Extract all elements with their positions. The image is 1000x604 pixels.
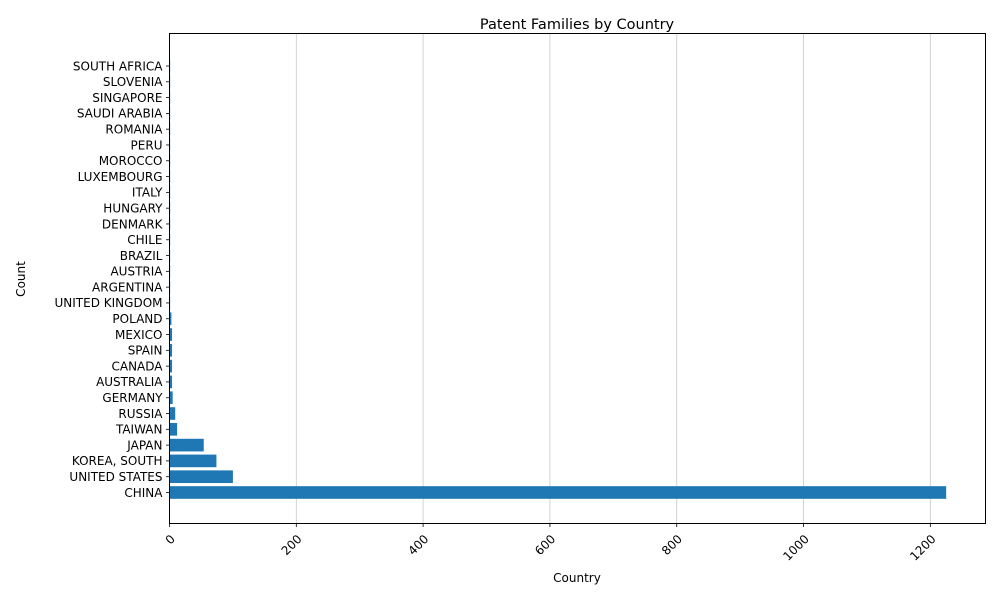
y-tick-label: UNITED STATES xyxy=(69,470,162,484)
y-tick-label: SPAIN xyxy=(128,344,163,358)
y-tick-label: TAIWAN xyxy=(115,423,163,437)
bar-russia xyxy=(170,407,176,420)
chart-title: Patent Families by Country xyxy=(480,17,675,33)
y-tick-label: CHILE xyxy=(127,233,162,247)
bar-taiwan xyxy=(170,423,178,436)
y-tick-label: PERU xyxy=(131,138,163,152)
bar-united-states xyxy=(170,470,233,483)
y-tick-label: SLOVENIA xyxy=(103,75,163,89)
y-tick-label: MEXICO xyxy=(115,328,163,342)
y-tick-label: JAPAN xyxy=(126,438,162,452)
y-tick-label: MOROCCO xyxy=(99,154,163,168)
bar-japan xyxy=(170,439,204,452)
y-tick-label: ARGENTINA xyxy=(92,280,163,294)
y-tick-label: AUSTRALIA xyxy=(96,375,163,389)
y-tick-label: UNITED KINGDOM xyxy=(55,296,163,310)
bar-china xyxy=(170,486,947,499)
y-tick-label: RUSSIA xyxy=(118,407,163,421)
y-tick-label: SOUTH AFRICA xyxy=(73,59,163,73)
y-tick-label: AUSTRIA xyxy=(110,265,163,279)
y-tick-label: LUXEMBOURG xyxy=(78,170,163,184)
y-axis-label: Count xyxy=(14,261,28,297)
y-tick-label: SINGAPORE xyxy=(92,91,162,105)
y-tick-label: HUNGARY xyxy=(103,201,163,215)
y-tick-label: ITALY xyxy=(132,186,163,200)
y-tick-label: CHINA xyxy=(124,486,163,500)
y-tick-label: CANADA xyxy=(111,359,163,373)
y-tick-label: BRAZIL xyxy=(120,249,163,263)
y-tick-label: GERMANY xyxy=(102,391,163,405)
y-tick-label: DENMARK xyxy=(102,217,164,231)
x-axis-label: Country xyxy=(553,571,601,585)
bar-korea-south xyxy=(170,455,217,468)
y-tick-label: SAUDI ARABIA xyxy=(77,107,163,121)
y-tick-label: KOREA, SOUTH xyxy=(72,454,163,468)
y-tick-label: POLAND xyxy=(112,312,162,326)
y-tick-label: ROMANIA xyxy=(105,122,163,136)
